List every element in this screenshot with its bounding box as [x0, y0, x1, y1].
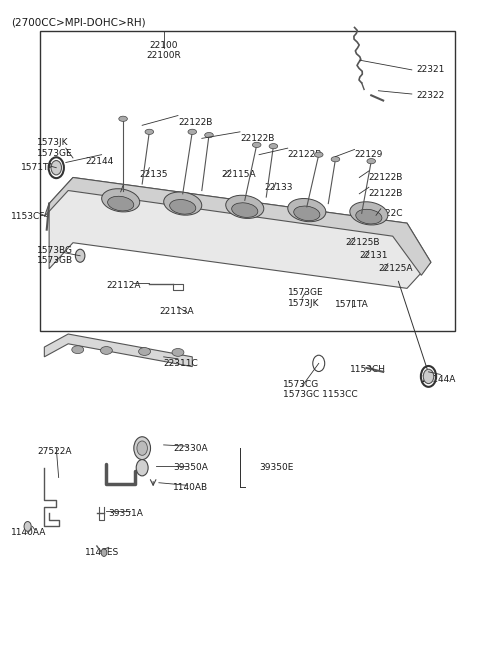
Ellipse shape: [119, 116, 127, 121]
Ellipse shape: [51, 160, 61, 175]
Text: 1140ES: 1140ES: [85, 548, 119, 557]
Ellipse shape: [100, 346, 112, 354]
Text: 22311C: 22311C: [164, 359, 198, 368]
Text: 39350A: 39350A: [173, 463, 208, 472]
Text: 22144A: 22144A: [421, 375, 456, 384]
Ellipse shape: [145, 129, 154, 134]
Ellipse shape: [169, 200, 196, 214]
Ellipse shape: [101, 549, 107, 557]
Polygon shape: [49, 178, 431, 288]
Ellipse shape: [423, 369, 434, 384]
Text: 22131: 22131: [360, 252, 388, 260]
Text: 1571TA: 1571TA: [21, 163, 54, 172]
Text: (2700CC>MPI-DOHC>RH): (2700CC>MPI-DOHC>RH): [11, 18, 145, 28]
Text: 22129: 22129: [355, 150, 383, 159]
Text: 1573BG
1573GB: 1573BG 1573GB: [37, 246, 73, 265]
Ellipse shape: [350, 202, 388, 225]
Text: 22100
22100R: 22100 22100R: [146, 41, 181, 60]
Text: 22114A: 22114A: [97, 186, 132, 195]
Polygon shape: [44, 178, 431, 275]
Ellipse shape: [102, 189, 140, 212]
Ellipse shape: [252, 142, 261, 147]
Text: 22321: 22321: [417, 66, 445, 75]
Ellipse shape: [331, 157, 340, 162]
Text: 22122B: 22122B: [178, 117, 212, 126]
Ellipse shape: [139, 348, 151, 356]
Text: 1153CH: 1153CH: [350, 365, 386, 375]
Text: 22122B: 22122B: [369, 189, 403, 198]
Text: 22122C: 22122C: [369, 209, 403, 218]
Ellipse shape: [204, 132, 213, 138]
Ellipse shape: [134, 437, 151, 460]
Ellipse shape: [232, 203, 258, 217]
Text: 22133: 22133: [264, 183, 292, 192]
Text: 22113A: 22113A: [159, 307, 193, 316]
Ellipse shape: [269, 143, 278, 149]
Ellipse shape: [137, 441, 147, 455]
Text: 22125A: 22125A: [378, 265, 413, 273]
Ellipse shape: [226, 195, 264, 218]
Text: 1140AA: 1140AA: [11, 529, 46, 538]
Text: 39351A: 39351A: [109, 509, 144, 518]
Ellipse shape: [356, 210, 382, 224]
Text: 22144: 22144: [85, 157, 113, 166]
Ellipse shape: [24, 521, 31, 531]
Text: 22115A: 22115A: [221, 170, 255, 179]
Text: 1571TA: 1571TA: [336, 300, 369, 309]
Text: 1573CG
1573GC 1153CC: 1573CG 1573GC 1153CC: [283, 380, 358, 399]
Ellipse shape: [294, 206, 320, 221]
Text: 1140AB: 1140AB: [173, 483, 208, 492]
Text: 22122B: 22122B: [288, 150, 322, 159]
Text: 22330A: 22330A: [173, 443, 208, 453]
Text: 22122B: 22122B: [240, 134, 275, 143]
Text: 22322: 22322: [417, 92, 445, 100]
Text: 22125B: 22125B: [345, 238, 380, 247]
Ellipse shape: [164, 192, 202, 215]
Ellipse shape: [288, 198, 326, 221]
Ellipse shape: [108, 196, 134, 211]
Text: 22112A: 22112A: [107, 280, 141, 290]
Ellipse shape: [188, 129, 197, 134]
Text: 1573JK
1573GE: 1573JK 1573GE: [37, 138, 73, 158]
Text: 22122B: 22122B: [369, 173, 403, 182]
Ellipse shape: [172, 348, 184, 356]
Ellipse shape: [75, 250, 85, 262]
Ellipse shape: [72, 346, 84, 354]
Text: 39350E: 39350E: [259, 463, 293, 472]
Text: 27522A: 27522A: [37, 447, 72, 456]
Text: 1153CF: 1153CF: [11, 212, 45, 221]
Text: 22135: 22135: [140, 170, 168, 179]
Ellipse shape: [136, 460, 148, 476]
Text: 1573GE
1573JK: 1573GE 1573JK: [288, 288, 324, 308]
Polygon shape: [44, 334, 192, 367]
Ellipse shape: [314, 152, 323, 157]
Ellipse shape: [367, 159, 375, 164]
